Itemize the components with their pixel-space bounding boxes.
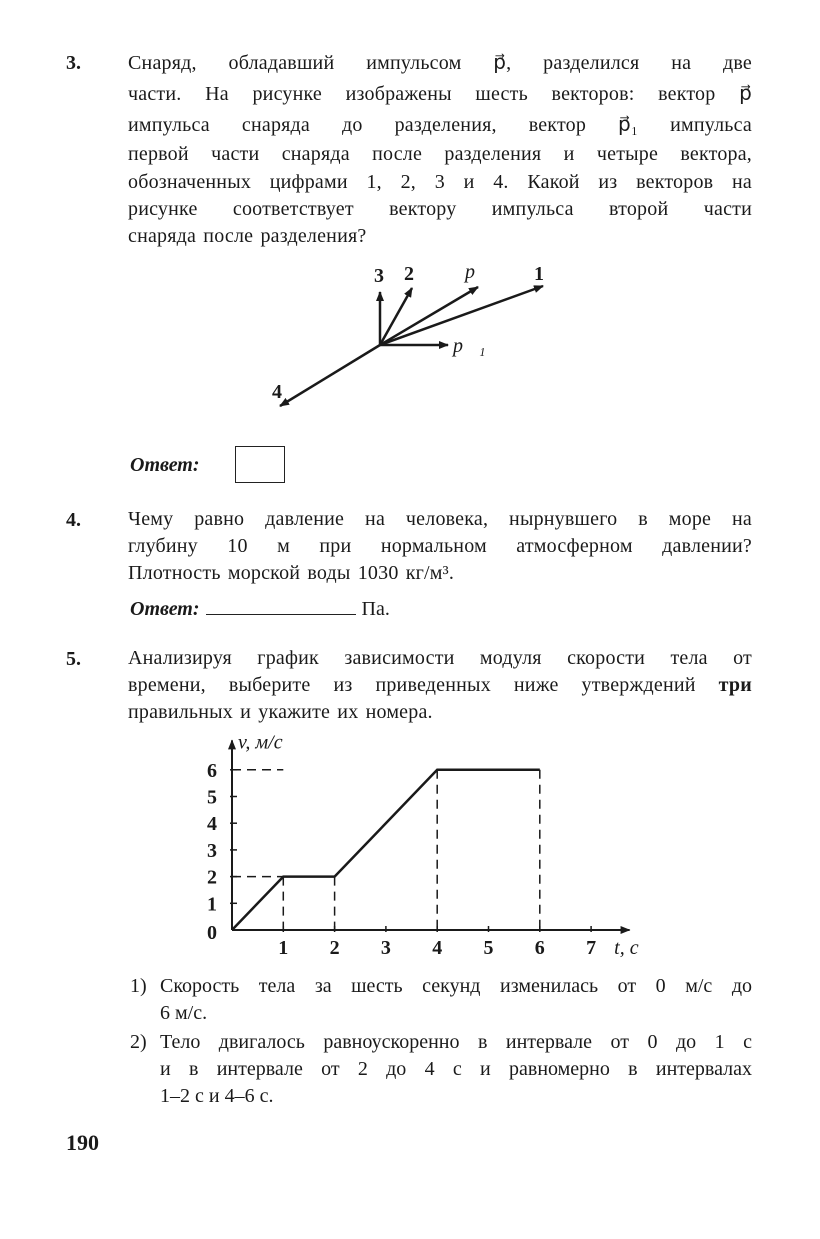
question-3-text-line: части. На рисунке изображены шесть векто… (128, 83, 752, 105)
option-text-line: Тело двигалось равноускоренно в интервал… (160, 1031, 752, 1053)
page-number: 190 (66, 1130, 99, 1155)
velocity-time-chart: 1 2 3 4 5 6 7 0 1 2 3 4 5 6 t, с v, м/с (207, 731, 639, 959)
x-tick-label: 4 (432, 937, 442, 959)
question-4-text-line: Плотность морской воды 1030 кг/м³. (128, 562, 455, 584)
y-tick-label: 1 (207, 893, 217, 915)
label-2: 2 (404, 263, 414, 285)
option-number: 1) (130, 975, 147, 997)
y-tick-label: 4 (207, 813, 217, 835)
question-4-number: 4. (66, 509, 81, 531)
question-5-number: 5. (66, 648, 81, 670)
label-p: p⃗ (463, 261, 491, 283)
answer-label-q3: Ответ: (130, 454, 200, 476)
question-3-number: 3. (66, 52, 81, 74)
option-text-line: Скорость тела за шесть секунд изменилась… (160, 975, 752, 997)
answer-row-q4: Ответ: Па. (130, 596, 390, 621)
vector-4 (279, 343, 381, 408)
answer-unit-q4: Па. (361, 598, 390, 620)
option-text-line: 6 м/с. (160, 1002, 208, 1024)
question-4-text-line: глубину 10 м при нормальном атмосферном … (128, 535, 752, 557)
vector-p (379, 285, 479, 347)
emphasis-three: три (718, 674, 752, 696)
question-3-text-line: импульса снаряда до разделения, вектор p… (128, 114, 752, 136)
option-number: 2) (130, 1031, 147, 1053)
question-3-text-line: первой части снаряда после разделения и … (128, 143, 752, 165)
x-axis-label: t, с (614, 937, 639, 959)
option-text-line: и в интервале от 2 до 4 с и равномерно в… (160, 1058, 752, 1080)
y-tick-label: 3 (207, 840, 217, 862)
question-3-text-line: обозначенных цифрами 1, 2, 3 и 4. Какой … (128, 171, 752, 193)
y-tick-label: 6 (207, 760, 217, 782)
x-tick-label: 3 (381, 937, 391, 959)
x-tick-label: 2 (330, 937, 340, 959)
option-text-line: 1–2 с и 4–6 с. (160, 1085, 274, 1107)
question-5-text-line: времени, выберите из приведенных ниже ут… (128, 674, 752, 697)
x-tick-label: 5 (484, 937, 494, 959)
label-4: 4 (272, 381, 282, 403)
label-3: 3 (374, 265, 384, 287)
vector-2 (378, 287, 414, 346)
question-3-text-line: Снаряд, обладавший импульсом p⃗, раздели… (128, 52, 752, 74)
x-tick-label: 1 (278, 937, 288, 959)
answer-label-q4: Ответ: (130, 598, 200, 620)
label-p1: p⃗₁ (451, 335, 486, 357)
y-tick-label: 0 (207, 922, 217, 944)
question-3-text-line: снаряда после разделения? (128, 225, 367, 247)
question-3-text-line: рисунке соответствует вектору импульса в… (128, 198, 752, 220)
answer-blank-q4[interactable] (205, 596, 356, 615)
y-tick-label: 5 (207, 787, 217, 809)
x-tick-label: 6 (535, 937, 545, 959)
y-tick-label: 2 (207, 867, 217, 889)
x-tick-label: 7 (586, 937, 596, 959)
question-5-text-line: правильных и укажите их номера. (128, 701, 433, 723)
vector-1 (379, 284, 544, 347)
question-5-text: времени, выберите из приведенных ниже ут… (128, 674, 696, 696)
answer-box-q3[interactable] (235, 446, 285, 483)
question-4-text-line: Чему равно давление на человека, нырнувш… (128, 508, 752, 530)
label-1: 1 (534, 263, 544, 285)
velocity-line (231, 768, 540, 931)
question-5-text-line: Анализируя график зависимости модуля ско… (128, 647, 752, 669)
y-axis-label: v, м/с (238, 731, 283, 753)
